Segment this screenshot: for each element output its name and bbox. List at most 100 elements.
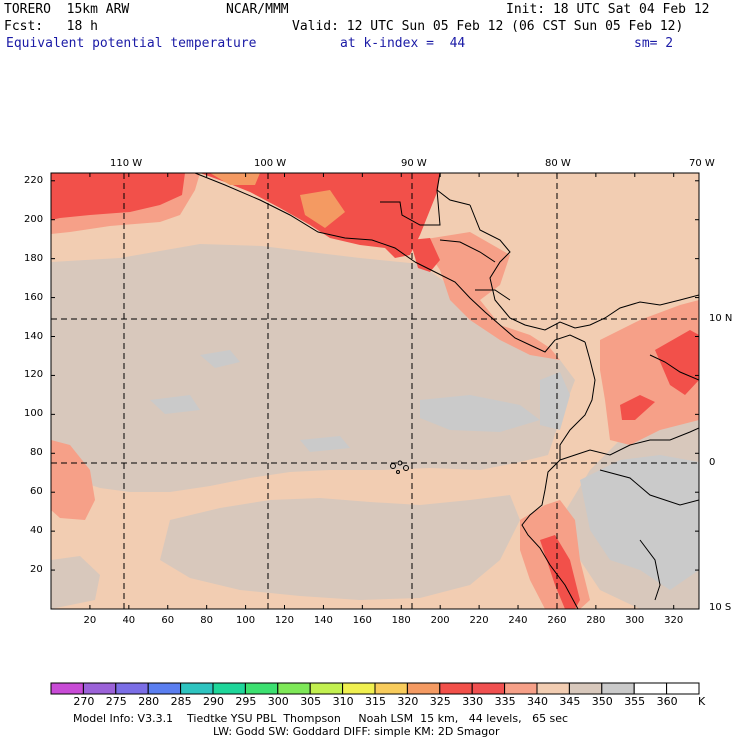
x-axis-label: 60 (161, 615, 175, 626)
galapagos-island (403, 465, 409, 471)
field-tan-345-350-sw (51, 556, 100, 609)
colorbar-swatch (439, 682, 473, 695)
colorbar-label: 330 (462, 695, 484, 708)
y-axis-label: 220 (24, 174, 44, 186)
border-honduras (439, 239, 496, 263)
lat-label-10n: 10 N (709, 313, 733, 324)
x-axis-label: 240 (508, 615, 528, 626)
colorbar-label: 355 (624, 695, 646, 708)
colorbar-swatch (180, 682, 214, 695)
colorbar-swatch (601, 682, 635, 695)
y-axis-label: 160 (24, 291, 44, 303)
organization-label: NCAR/MMM (226, 2, 289, 17)
colorbar-swatch (147, 682, 182, 695)
border-ecuador-peru (559, 427, 699, 461)
field-tan-345-350-central (51, 244, 575, 492)
coastline-mexico (194, 173, 416, 263)
colorbar (50, 682, 700, 695)
y-axis-label: 200 (24, 213, 44, 225)
colorbar-swatch (406, 682, 441, 695)
colorbar-swatch (342, 682, 376, 695)
lat-label-10s: 10 S (709, 602, 732, 613)
field-salmon-335-340-central-america (420, 232, 560, 360)
x-axis-label: 300 (625, 615, 645, 626)
coastline-central-america-pacific (414, 261, 586, 353)
lon-label-70w: 70 W (689, 158, 715, 169)
colorbar-label: 300 (267, 695, 289, 708)
colorbar-swatch (504, 682, 538, 695)
colorbar-label: 275 (105, 695, 127, 708)
model-info-line1: Model Info: V3.3.1 Tiedtke YSU PBL Thomp… (73, 712, 569, 725)
field-red-325-335-peru (540, 535, 580, 609)
field-gray-350-355-f (300, 436, 350, 452)
valid-time: Valid: 12 UTC Sun 05 Feb 12 (06 CST Sun … (292, 19, 684, 34)
x-axis-label: 220 (469, 615, 489, 626)
colorbar-swatch (212, 682, 246, 695)
x-axis-label: 260 (547, 615, 567, 626)
y-axis-label: 40 (30, 525, 43, 537)
x-axis-label: 180 (391, 615, 411, 626)
border-colombia-peru (599, 469, 699, 506)
coastline-gulf-yucatan (436, 189, 471, 206)
x-axis-label: 160 (352, 615, 372, 626)
field-name: Equivalent potential temperature (6, 36, 257, 51)
x-axis-label: 20 (83, 615, 97, 626)
lon-label-80w: 80 W (545, 158, 571, 169)
colorbar-label: 295 (235, 695, 257, 708)
field-red-325-335-colombia (655, 330, 699, 395)
galapagos-island (396, 470, 400, 474)
coastline-central-america-caribbean (469, 204, 699, 331)
border-andes-inner (639, 539, 661, 601)
x-axis-label: 280 (586, 615, 606, 626)
level-index: at k-index = 44 (340, 36, 466, 51)
x-axis-label: 80 (200, 615, 213, 626)
colorbar-label: 360 (656, 695, 678, 708)
field-gray-350-355-a (420, 395, 540, 432)
colorbar-swatch (82, 682, 117, 695)
lon-label-110w: 110 W (110, 158, 143, 169)
colorbar-swatch (244, 682, 279, 695)
theta-e-field (51, 173, 699, 609)
y-axis-label: 100 (24, 408, 44, 420)
colorbar-label: 340 (527, 695, 548, 708)
colorbar-label: 285 (170, 695, 192, 708)
y-axis-label: 20 (30, 564, 43, 576)
field-salmon-335-340-west (51, 440, 95, 520)
x-axis-label: 140 (313, 615, 333, 626)
lon-label-90w: 90 W (401, 158, 427, 169)
x-axis-label: 200 (430, 615, 450, 626)
lat-label-0: 0 (709, 457, 716, 468)
border-nicaragua (475, 289, 511, 301)
colorbar-label: 310 (332, 695, 354, 708)
colorbar-swatch (633, 682, 668, 695)
x-axis-label: 320 (664, 615, 684, 626)
y-axis-label: 180 (24, 252, 44, 264)
field-gray-350-355-b (540, 372, 570, 430)
plot-frame (50, 172, 700, 610)
field-gray-350-355-d (200, 350, 240, 368)
border-colombia-venezuela (649, 354, 699, 381)
smoothing-label: sm= 2 (634, 36, 674, 51)
colorbar-swatch (471, 682, 506, 695)
x-axis-label: 120 (274, 615, 294, 626)
field-tan-345-350-south (160, 495, 520, 600)
y-axis-label: 60 (30, 486, 43, 498)
colorbar-unit: K (698, 695, 706, 708)
init-time: Init: 18 UTC Sat 04 Feb 12 (506, 2, 710, 17)
colorbar-label: 345 (559, 695, 581, 708)
x-axis-label: 40 (122, 615, 136, 626)
coastline-south-america-pacific (521, 341, 596, 609)
colorbar-swatch (374, 682, 408, 695)
colorbar-swatch (568, 682, 603, 695)
colorbar-label: 320 (397, 695, 419, 708)
colorbar-label: 335 (494, 695, 516, 708)
field-orange-320-325-oaxaca (300, 190, 345, 228)
colorbar-swatch (666, 682, 700, 695)
lat-lon-grid (51, 173, 699, 609)
colorbar-swatch (309, 682, 344, 695)
forecast-hour: Fcst: 18 h (4, 19, 98, 34)
colorbar-swatch (115, 682, 149, 695)
colorbar-swatch (536, 682, 570, 695)
colorbar-swatch (277, 682, 311, 695)
